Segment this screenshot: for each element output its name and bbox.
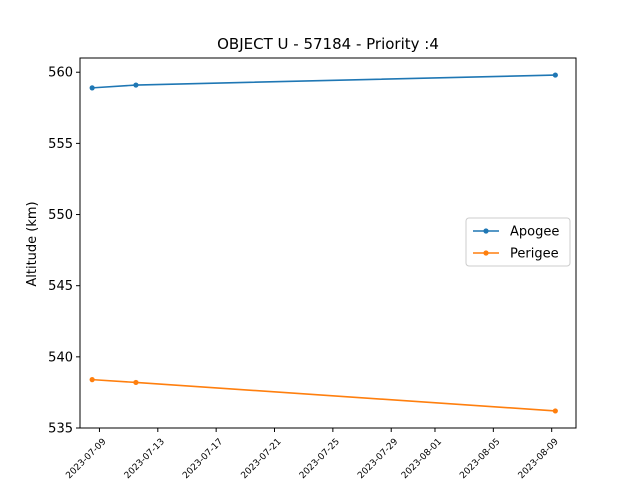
y-axis-label: Altitude (km) (25, 201, 40, 286)
data-point-apogee (89, 85, 95, 91)
data-point-apogee (133, 82, 139, 88)
legend-box (465, 217, 571, 267)
y-tick-label: 555 (48, 137, 73, 152)
x-tick-label: 2023-07-29 (356, 437, 400, 480)
ticks-layer: 535 540 545 550 555 560 2023-07-09 2023-07-13 20… (48, 66, 561, 480)
data-point-perigee (89, 377, 95, 383)
y-tick-label: 535 (48, 422, 73, 437)
y-tick-label: 560 (48, 66, 73, 81)
y-tick-label: 550 (48, 208, 73, 223)
plot-frame (79, 57, 577, 429)
x-tick-label: 2023-08-09 (517, 437, 561, 480)
x-tick-label: 2023-07-21 (240, 437, 284, 480)
legend-label-apogee: Apogee (510, 225, 559, 240)
y-tick-label: 545 (48, 279, 73, 294)
legend-marker-apogee (483, 228, 489, 234)
x-tick-label: 2023-07-13 (123, 437, 167, 480)
series-line-perigee (92, 378, 556, 412)
x-tick-label: 2023-07-17 (181, 437, 225, 480)
legend-marker-perigee (483, 250, 489, 256)
x-tick-label: 2023-07-25 (298, 437, 342, 480)
data-point-perigee (552, 408, 558, 414)
series-layer (89, 72, 558, 414)
y-tick-label: 540 (48, 350, 73, 365)
x-tick-label: 2023-08-01 (400, 437, 444, 480)
data-point-perigee (133, 379, 139, 386)
data-point-apogee (552, 72, 558, 78)
series-line-apogee (92, 74, 556, 89)
legend-label-perigee: Perigee (510, 247, 559, 262)
x-tick-label: 2023-07-09 (64, 437, 108, 480)
x-tick-label: 2023-08-05 (458, 437, 502, 480)
chart-title: OBJECT U - 57184 - Priority :4 (217, 35, 439, 53)
legend: Apogee Perigee (465, 217, 571, 267)
